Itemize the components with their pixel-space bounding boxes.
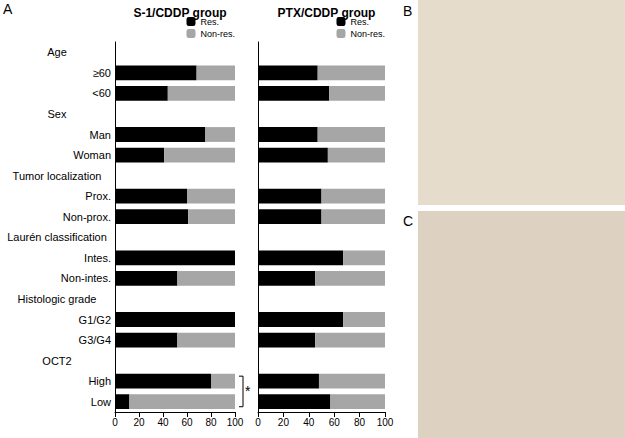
svg-text:Non-res.: Non-res.	[200, 29, 235, 39]
svg-text:High: High	[88, 375, 111, 387]
svg-text:G1/G2: G1/G2	[79, 314, 111, 326]
svg-text:G3/G4: G3/G4	[79, 334, 111, 346]
svg-text:<60: <60	[92, 87, 111, 99]
svg-text:Prox.: Prox.	[85, 190, 111, 202]
svg-text:100: 100	[227, 417, 244, 428]
svg-text:40: 40	[303, 417, 315, 428]
svg-text:Non-res.: Non-res.	[350, 29, 385, 39]
svg-text:Woman: Woman	[73, 149, 111, 161]
svg-text:Low: Low	[91, 396, 111, 408]
svg-text:*: *	[245, 383, 251, 399]
svg-text:60: 60	[181, 417, 193, 428]
svg-text:40: 40	[157, 417, 169, 428]
svg-text:0: 0	[255, 417, 261, 428]
svg-text:0: 0	[112, 417, 118, 428]
svg-text:20: 20	[278, 417, 290, 428]
svg-text:Sex: Sex	[48, 108, 67, 120]
svg-text:A: A	[3, 1, 13, 17]
svg-text:Intes.: Intes.	[84, 252, 111, 264]
svg-text:PTX/CDDP group: PTX/CDDP group	[278, 6, 376, 20]
svg-text:C: C	[403, 213, 413, 229]
svg-text:Man: Man	[90, 129, 111, 141]
svg-text:B: B	[403, 3, 412, 19]
svg-text:OCT2: OCT2	[42, 355, 71, 367]
svg-text:Non-intes.: Non-intes.	[61, 272, 111, 284]
svg-text:Non-prox.: Non-prox.	[63, 211, 111, 223]
svg-text:S-1/CDDP group: S-1/CDDP group	[133, 6, 226, 20]
svg-text:Histologic grade: Histologic grade	[18, 293, 97, 305]
svg-text:80: 80	[354, 417, 366, 428]
svg-text:20: 20	[133, 417, 145, 428]
svg-text:100: 100	[377, 417, 394, 428]
svg-text:80: 80	[205, 417, 217, 428]
svg-text:60: 60	[329, 417, 341, 428]
svg-text:Laurén classification: Laurén classification	[7, 231, 107, 243]
svg-text:Tumor localization: Tumor localization	[13, 170, 102, 182]
svg-text:Res.: Res.	[200, 16, 219, 27]
svg-text:Age: Age	[47, 46, 67, 58]
svg-text:≥60: ≥60	[93, 67, 111, 79]
svg-text:Res.: Res.	[350, 16, 369, 27]
